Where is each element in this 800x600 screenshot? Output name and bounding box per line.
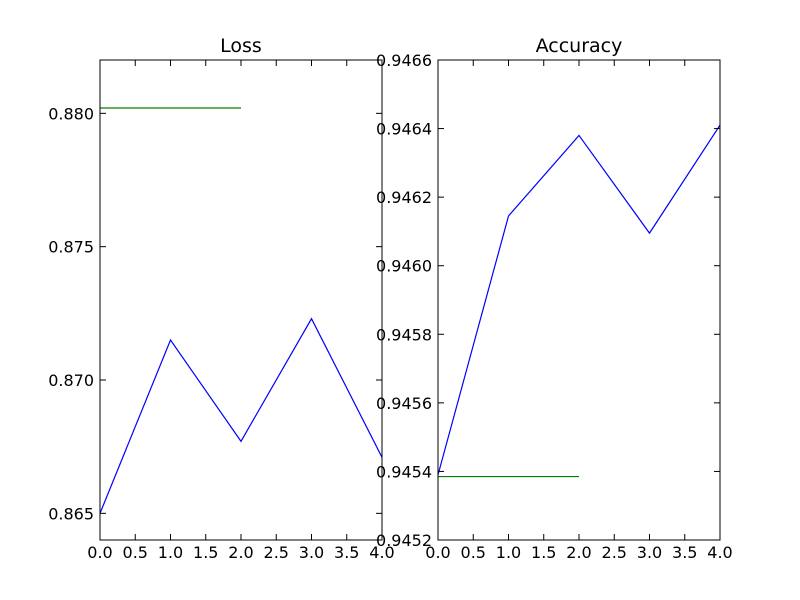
loss-x-tick-label: 3.5 <box>334 543 359 562</box>
loss-x-tick-label: 1.0 <box>158 543 183 562</box>
accuracy-y-tick-label: 0.9462 <box>376 188 432 207</box>
accuracy-x-tick-label: 2.5 <box>602 543 627 562</box>
accuracy-x-tick-label: 4.0 <box>707 543 732 562</box>
accuracy-y-tick-label: 0.9466 <box>376 51 432 70</box>
loss-x-tick-label: 1.5 <box>193 543 218 562</box>
loss-y-tick-label: 0.875 <box>48 238 94 257</box>
accuracy-chart-title: Accuracy <box>536 35 623 57</box>
loss-chart: 0.0 0.5 1.0 1.5 2.0 2.5 3.0 3.5 4.0 0.865 0.870 0.8… <box>48 35 395 562</box>
loss-x-tick-label: 2.0 <box>228 543 253 562</box>
accuracy-chart: 0.0 0.5 1.0 1.5 2.0 2.5 3.0 3.5 4.0 0.9452 0.9454 0… <box>376 35 733 562</box>
accuracy-x-tick-label: 3.0 <box>637 543 662 562</box>
accuracy-series-line-0 <box>438 124 720 476</box>
accuracy-y-tick-label: 0.9460 <box>376 257 432 276</box>
loss-series-line-0 <box>100 317 382 514</box>
loss-y-tick-label: 0.870 <box>48 371 94 390</box>
accuracy-y-tick-label: 0.9452 <box>376 531 432 550</box>
loss-y-tick-label: 0.865 <box>48 504 94 523</box>
accuracy-x-tick-label: 1.0 <box>496 543 521 562</box>
loss-chart-title: Loss <box>220 35 262 57</box>
accuracy-axes-frame <box>437 59 721 541</box>
loss-y-tick-label: 0.880 <box>48 104 94 123</box>
accuracy-x-tick-label: 0.5 <box>461 543 486 562</box>
accuracy-y-tick-label: 0.9456 <box>376 394 432 413</box>
accuracy-x-tick-label: 0.0 <box>425 543 450 562</box>
accuracy-y-tick-label: 0.9454 <box>376 462 432 481</box>
accuracy-x-tick-label: 3.5 <box>672 543 697 562</box>
accuracy-y-tick-label: 0.9464 <box>376 120 432 139</box>
accuracy-x-tick-label: 1.5 <box>531 543 556 562</box>
loss-x-tick-label: 2.5 <box>264 543 289 562</box>
accuracy-y-tick-label: 0.9458 <box>376 325 432 344</box>
loss-x-tick-label: 3.0 <box>299 543 324 562</box>
loss-x-tick-label: 4.0 <box>369 543 394 562</box>
loss-x-tick-label: 0.5 <box>123 543 148 562</box>
accuracy-x-tick-label: 2.0 <box>566 543 591 562</box>
loss-x-tick-label: 0.0 <box>87 543 112 562</box>
loss-axes-frame <box>99 59 383 541</box>
